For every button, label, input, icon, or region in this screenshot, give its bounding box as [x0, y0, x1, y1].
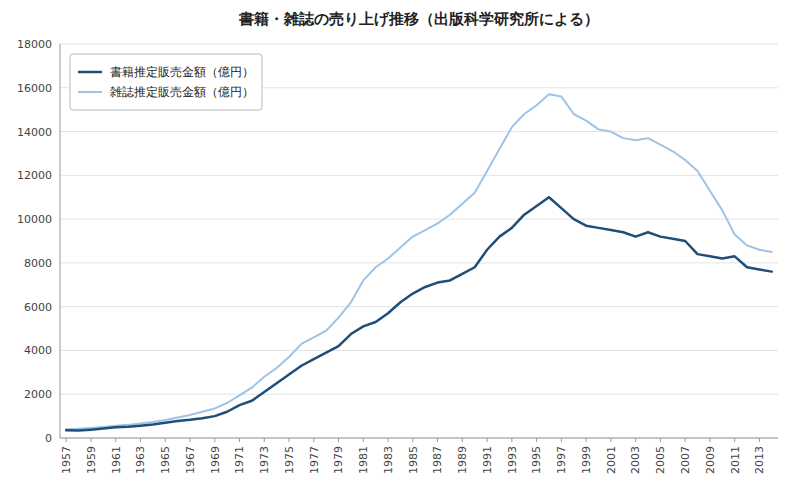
grid-line — [60, 219, 778, 220]
x-tick — [487, 438, 488, 442]
x-tick-label: 1965 — [159, 446, 172, 474]
y-tick-label: 0 — [45, 432, 52, 445]
x-tick — [635, 438, 636, 442]
y-tick-label: 6000 — [24, 301, 52, 314]
x-tick-label: 1985 — [407, 446, 420, 474]
x-tick-label: 1957 — [60, 446, 73, 474]
legend-swatch — [78, 91, 102, 93]
y-tick-label: 8000 — [24, 257, 52, 270]
chart-svg: 書籍・雑誌の売り上げ推移（出版科学研究所による） 0 2000 4000 6000 800… — [0, 0, 800, 490]
x-tick-label: 2001 — [605, 446, 618, 474]
x-tick — [536, 438, 537, 442]
legend-swatch — [78, 71, 102, 74]
x-tick-label: 1973 — [258, 446, 271, 474]
x-tick — [437, 438, 438, 442]
x-tick — [165, 438, 166, 442]
legend-label: 書籍推定販売金額（億円） — [110, 65, 254, 79]
y-tick-label: 12000 — [17, 169, 52, 182]
x-tick-label: 1959 — [85, 446, 98, 474]
x-tick — [363, 438, 364, 442]
x-tick — [338, 438, 339, 442]
x-tick — [412, 438, 413, 442]
x-tick-label: 1989 — [456, 446, 469, 474]
legend: 書籍推定販売金額（億円） 雑誌推定販売金額（億円） — [70, 54, 262, 110]
x-tick-label: 1969 — [209, 446, 222, 474]
x-tick — [660, 438, 661, 442]
x-tick-label: 1995 — [530, 446, 543, 474]
x-tick-label: 1987 — [431, 446, 444, 474]
x-tick-label: 2009 — [704, 446, 717, 474]
x-tick — [610, 438, 611, 442]
x-tick-label: 1991 — [481, 446, 494, 474]
y-axis-line — [60, 44, 61, 438]
grid-line — [60, 438, 778, 439]
x-tick-label: 1967 — [184, 446, 197, 474]
x-tick — [264, 438, 265, 442]
x-tick — [90, 438, 91, 442]
x-tick-label: 1993 — [506, 446, 519, 474]
series-line — [66, 197, 772, 430]
x-tick — [239, 438, 240, 442]
x-tick — [561, 438, 562, 442]
x-tick — [734, 438, 735, 442]
grid-line — [60, 306, 778, 307]
x-tick-label: 1997 — [555, 446, 568, 474]
x-tick-label: 1999 — [580, 446, 593, 474]
x-tick-label: 2011 — [729, 446, 742, 474]
legend-box — [70, 54, 262, 110]
legend-label: 雑誌推定販売金額（億円） — [110, 85, 254, 99]
grid — [60, 44, 778, 438]
y-tick-label: 2000 — [24, 388, 52, 401]
grid-line — [60, 262, 778, 263]
x-tick — [511, 438, 512, 442]
x-tick — [709, 438, 710, 442]
x-tick-label: 1979 — [332, 446, 345, 474]
x-tick — [115, 438, 116, 442]
x-tick-label: 1971 — [233, 446, 246, 474]
x-tick-label: 2007 — [679, 446, 692, 474]
axes: 0 2000 4000 6000 8000 10000 12000 14000 16000 180… — [17, 38, 778, 474]
x-tick-label: 2003 — [629, 446, 642, 474]
x-tick — [289, 438, 290, 442]
x-tick — [66, 438, 67, 442]
x-tick — [586, 438, 587, 442]
chart-container: 書籍・雑誌の売り上げ推移（出版科学研究所による） 0 2000 4000 6000 800… — [0, 0, 800, 490]
x-tick — [140, 438, 141, 442]
chart-title: 書籍・雑誌の売り上げ推移（出版科学研究所による） — [238, 10, 599, 28]
grid-line — [60, 350, 778, 351]
y-tick-label: 14000 — [17, 126, 52, 139]
x-tick-label: 2005 — [654, 446, 667, 474]
x-tick — [685, 438, 686, 442]
x-tick — [462, 438, 463, 442]
x-tick — [313, 438, 314, 442]
x-tick-label: 1963 — [134, 446, 147, 474]
x-tick-label: 1983 — [382, 446, 395, 474]
grid-line — [60, 175, 778, 176]
grid-line — [60, 394, 778, 395]
x-tick — [189, 438, 190, 442]
y-tick-label: 4000 — [24, 344, 52, 357]
x-tick-label: 1975 — [283, 446, 296, 474]
x-tick-label: 1977 — [308, 446, 321, 474]
x-tick — [214, 438, 215, 442]
x-tick-label: 1961 — [110, 446, 123, 474]
y-tick-label: 18000 — [17, 38, 52, 51]
x-tick — [388, 438, 389, 442]
x-tick — [759, 438, 760, 442]
y-tick-label: 16000 — [17, 82, 52, 95]
grid-line — [60, 44, 778, 45]
x-axis-line — [60, 438, 778, 439]
grid-line — [60, 131, 778, 132]
data-layer — [66, 94, 772, 430]
y-tick-label: 10000 — [17, 213, 52, 226]
series-line — [66, 94, 772, 429]
x-tick-label: 2013 — [753, 446, 766, 474]
x-tick-label: 1981 — [357, 446, 370, 474]
